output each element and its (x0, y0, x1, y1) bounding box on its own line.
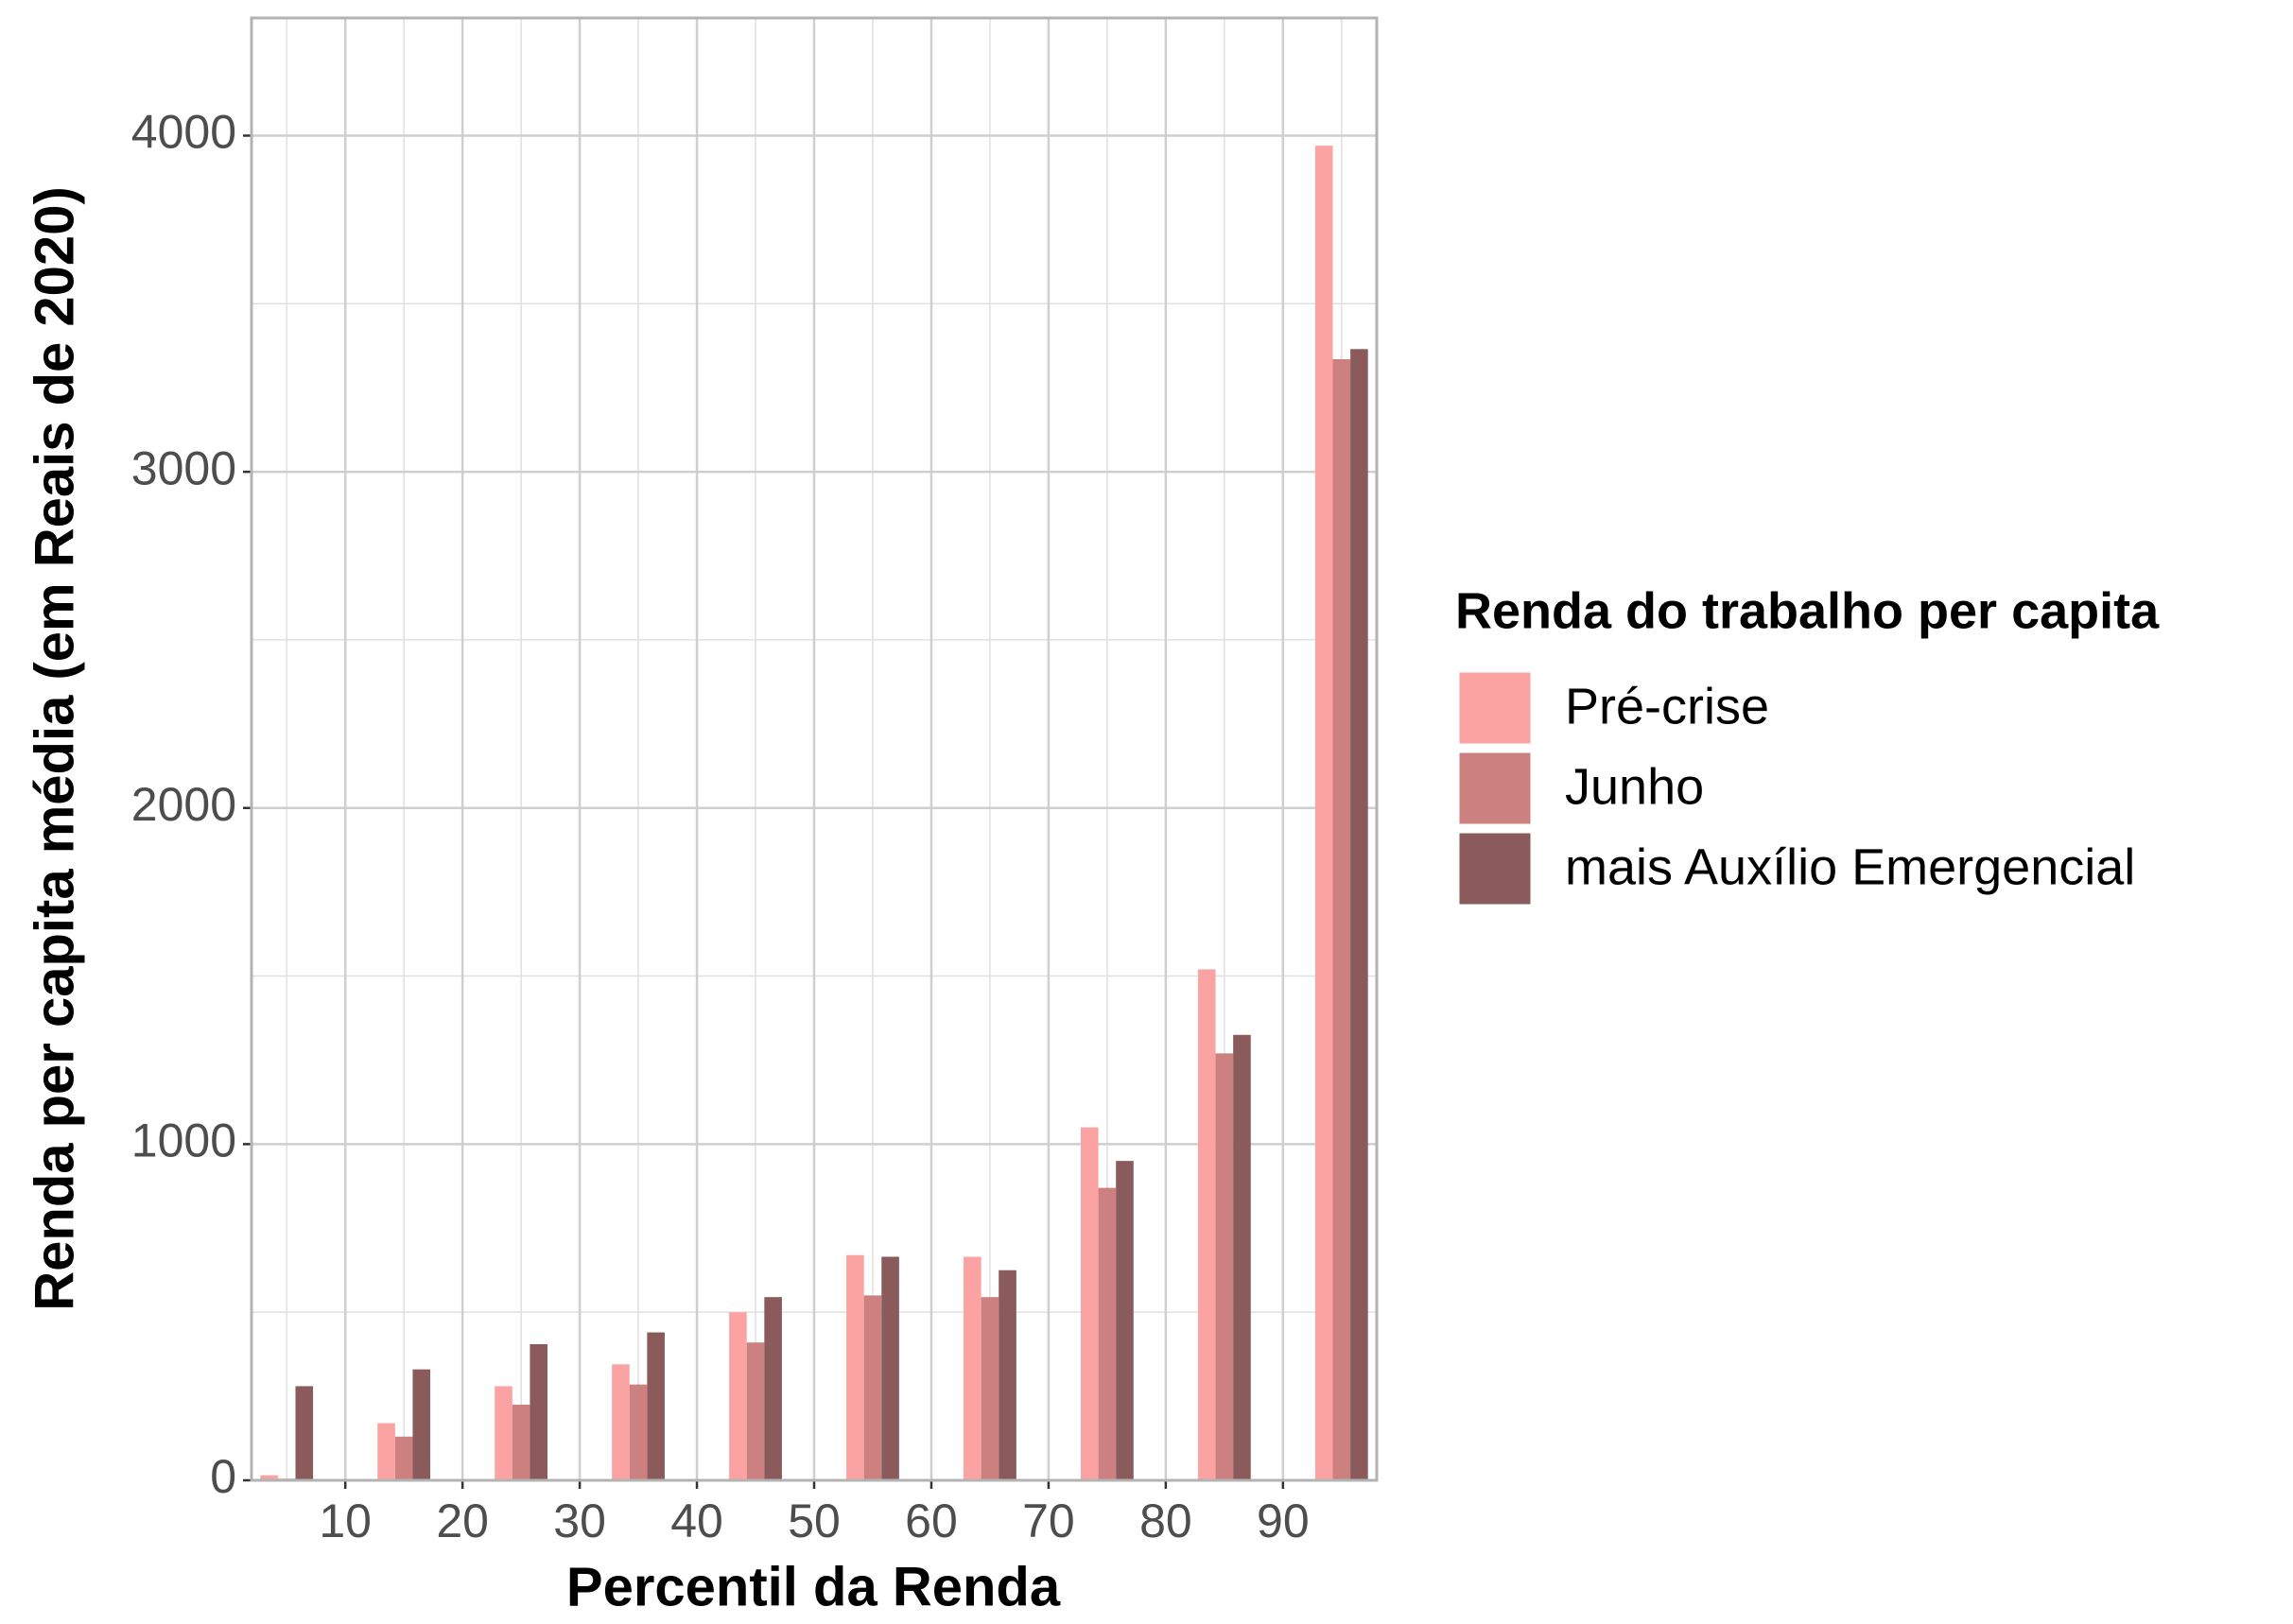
bar (746, 1342, 765, 1480)
bar (1314, 146, 1333, 1480)
bar (1350, 349, 1368, 1480)
x-tick-label: 10 (319, 1494, 372, 1547)
y-tick-label: 1000 (131, 1114, 236, 1167)
bar (1233, 1034, 1251, 1480)
bar (260, 1475, 278, 1480)
bar (377, 1423, 395, 1480)
bar (764, 1297, 782, 1480)
bar (512, 1404, 530, 1480)
y-axis-title: Renda per capita média (em Reais de 2020… (24, 186, 85, 1311)
bar (1098, 1187, 1117, 1480)
y-tick-label: 3000 (131, 441, 236, 494)
bar (412, 1369, 431, 1480)
bar (863, 1295, 882, 1480)
legend-label: mais Auxílio Emergencial (1565, 838, 2135, 895)
y-tick-label: 2000 (131, 778, 236, 831)
legend-key (1456, 750, 1534, 827)
bar (999, 1270, 1016, 1480)
bar (295, 1386, 314, 1480)
bar (1197, 969, 1216, 1480)
bar (612, 1364, 630, 1480)
plot-frame (250, 16, 1379, 1482)
bar (1116, 1161, 1134, 1480)
y-tick-label: 0 (210, 1450, 236, 1503)
x-tick-label: 60 (905, 1494, 958, 1547)
legend-key (1456, 669, 1534, 747)
legend-label: Pré-crise (1565, 678, 1769, 734)
bar (881, 1256, 899, 1480)
bar (964, 1256, 981, 1480)
bar (394, 1436, 413, 1480)
x-tick-label: 80 (1139, 1494, 1192, 1547)
bar (846, 1254, 864, 1480)
legend-label: Junho (1565, 758, 1704, 815)
bar (1332, 358, 1351, 1480)
x-tick-label: 90 (1257, 1494, 1310, 1547)
x-tick-label: 20 (436, 1494, 489, 1547)
bar (1215, 1053, 1234, 1480)
y-tick-label: 4000 (131, 106, 236, 159)
bar (629, 1384, 648, 1480)
x-tick-label: 30 (553, 1494, 606, 1547)
x-tick-label: 40 (670, 1494, 723, 1547)
bar (530, 1343, 547, 1480)
bar (647, 1332, 665, 1480)
legend-key (1456, 830, 1534, 907)
x-tick-label: 70 (1022, 1494, 1075, 1547)
bar (981, 1297, 999, 1480)
x-axis-title: Percentil da Renda (566, 1556, 1061, 1617)
legend-title: Renda do trabalho per capita (1455, 582, 2160, 639)
x-tick-label: 50 (788, 1494, 841, 1547)
bar (1081, 1127, 1099, 1480)
bar (495, 1386, 512, 1480)
bar (729, 1312, 747, 1480)
